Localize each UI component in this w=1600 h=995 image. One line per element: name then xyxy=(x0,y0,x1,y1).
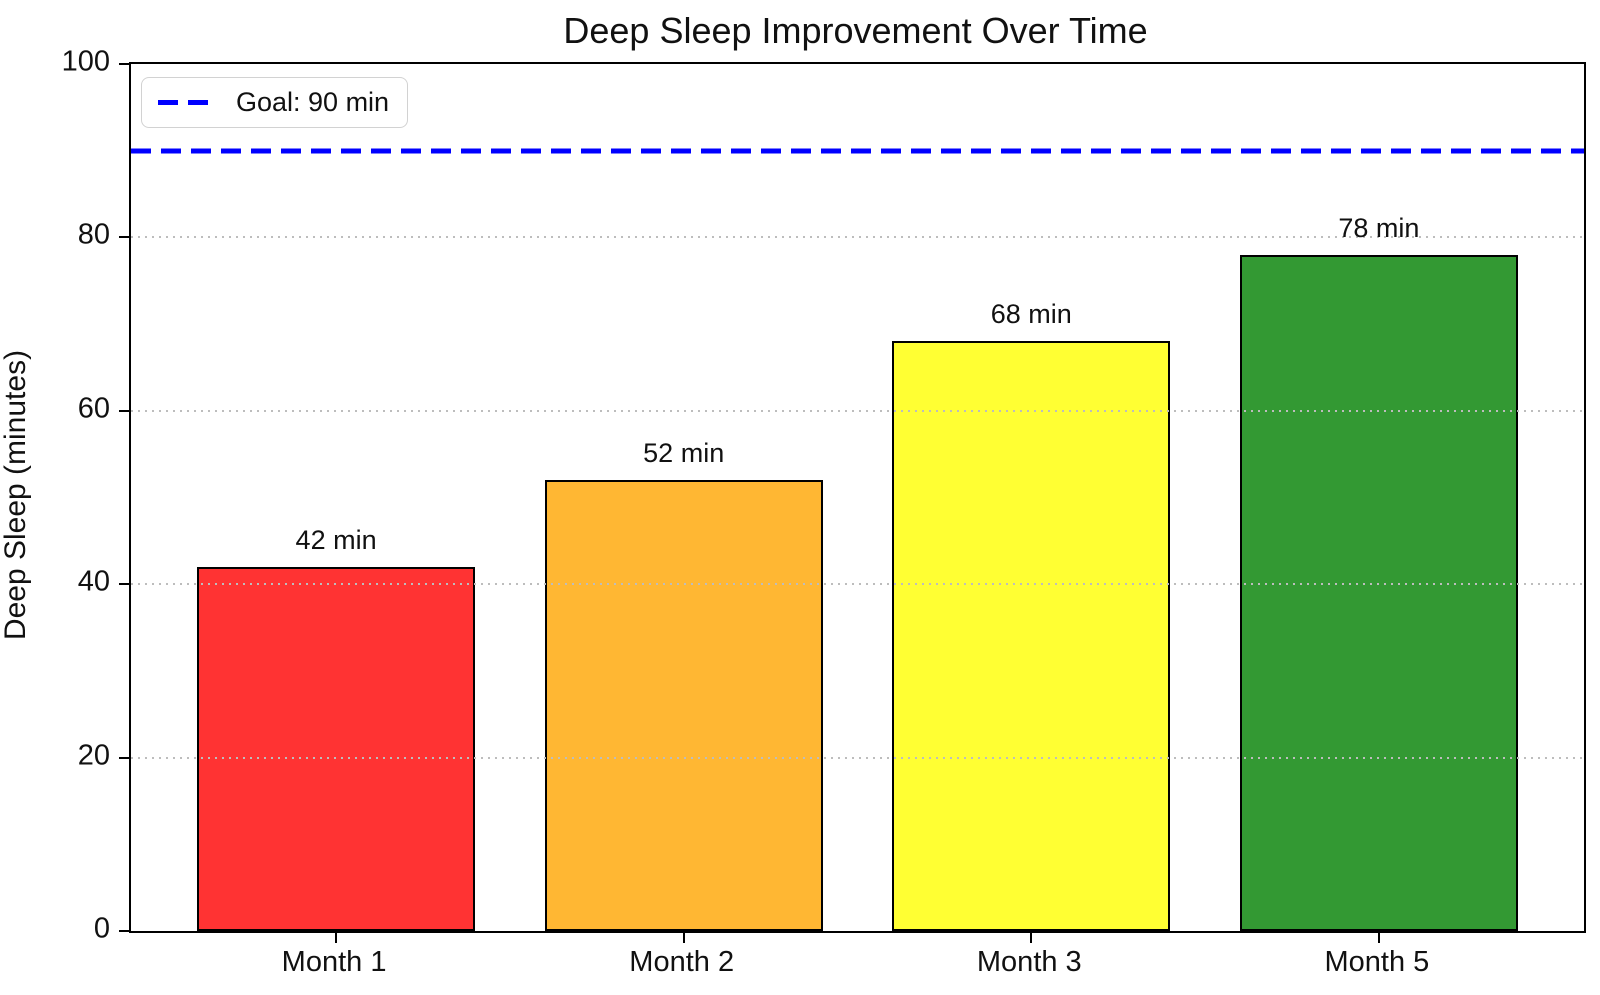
bar xyxy=(544,480,823,931)
x-tick-mark xyxy=(1030,933,1033,943)
y-tick-mark xyxy=(119,756,129,759)
y-tick-label: 20 xyxy=(77,739,110,772)
legend-dashed-line-icon xyxy=(158,100,210,105)
y-tick-mark xyxy=(119,236,129,239)
y-tick-label: 60 xyxy=(77,392,110,425)
x-tick-mark xyxy=(682,933,685,943)
x-tick-label: Month 5 xyxy=(1324,946,1430,978)
bar-value-label: 52 min xyxy=(643,438,725,469)
y-tick-label: 80 xyxy=(77,218,110,251)
bar-value-label: 42 min xyxy=(295,525,377,556)
plot-area: Goal: 90 min 42 min 52 min 68 min 78 min xyxy=(119,62,1586,943)
y-tick-mark xyxy=(119,409,129,412)
x-tick-label: Month 1 xyxy=(281,946,387,978)
chart-title: Deep Sleep Improvement Over Time xyxy=(563,10,1148,51)
y-axis: 0 20 40 60 80 100 xyxy=(0,46,110,945)
bar-value-label: 68 min xyxy=(990,299,1072,330)
x-tick-mark xyxy=(1377,933,1380,943)
y-tick-mark xyxy=(119,63,129,65)
y-tick-label: 100 xyxy=(61,45,110,78)
legend-label: Goal: 90 min xyxy=(236,87,390,117)
y-tick-mark xyxy=(119,583,129,586)
bar xyxy=(892,341,1171,931)
y-tick-mark xyxy=(119,930,129,932)
x-tick-mark xyxy=(335,933,338,943)
bar xyxy=(197,566,476,931)
x-tick-label: Month 3 xyxy=(976,946,1082,978)
x-axis: Month 1 Month 2 Month 3 Month 5 xyxy=(129,946,1582,986)
x-tick-label: Month 2 xyxy=(629,946,735,978)
bar xyxy=(1239,254,1518,931)
bar-value-label: 78 min xyxy=(1338,212,1420,243)
y-tick-label: 40 xyxy=(77,565,110,598)
y-tick-label: 0 xyxy=(93,912,110,945)
goal-threshold-line xyxy=(131,148,1584,154)
legend: Goal: 90 min xyxy=(141,77,409,128)
